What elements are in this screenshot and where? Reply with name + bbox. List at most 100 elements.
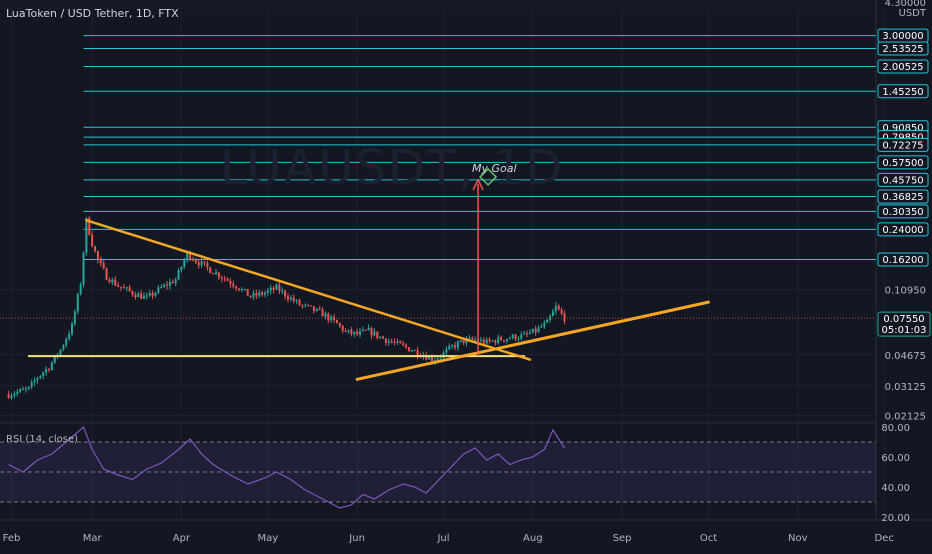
- candle-body: [163, 284, 166, 288]
- candle-body: [174, 279, 177, 284]
- candle-body: [105, 268, 108, 280]
- candle-body: [114, 279, 117, 286]
- level-tag-label: 0.72275: [882, 140, 923, 151]
- candle-body: [563, 313, 566, 322]
- candle-body: [284, 290, 287, 297]
- candle-body: [220, 277, 223, 279]
- chart-title: LuaToken / USD Tether, 1D, FTX: [6, 7, 179, 20]
- candle-body: [456, 341, 459, 348]
- candle-body: [396, 341, 399, 343]
- candle-body: [407, 347, 410, 352]
- candle-body: [119, 286, 122, 288]
- candle-body: [53, 355, 56, 363]
- candle-body: [384, 338, 387, 343]
- candle-body: [263, 292, 266, 295]
- candle-body: [33, 380, 36, 383]
- candle-body: [160, 287, 163, 289]
- current-price-label: 0.07550: [883, 314, 924, 325]
- candle-body: [189, 251, 192, 260]
- candle-body: [122, 287, 125, 289]
- rsi-tick-label: 20.00: [881, 513, 910, 524]
- candle-body: [88, 217, 91, 235]
- candle-body: [387, 341, 390, 343]
- candle-body: [261, 292, 264, 295]
- level-tag-box: [877, 172, 929, 187]
- candle-body: [350, 329, 353, 334]
- symbol-watermark: LUAUSDT, 1D: [220, 140, 565, 196]
- candle-body: [315, 308, 318, 311]
- level-tag-box: [877, 222, 929, 237]
- candle-body: [431, 356, 433, 362]
- candle-body: [272, 287, 275, 290]
- candle-body: [249, 295, 252, 298]
- candle-body: [197, 262, 200, 266]
- candle-body: [344, 331, 347, 333]
- candle-body: [508, 338, 511, 340]
- candle-body: [203, 261, 206, 264]
- candle-body: [500, 337, 503, 341]
- candle-body: [557, 305, 560, 310]
- level-tag-label: 0.24000: [882, 225, 923, 236]
- candle-body: [94, 246, 97, 252]
- time-axis-label: Aug: [523, 533, 543, 544]
- candle-body: [526, 333, 529, 335]
- candle-body: [168, 281, 171, 286]
- candle-body: [494, 340, 497, 344]
- candle-body: [528, 332, 531, 334]
- candle-body: [436, 358, 439, 361]
- candle-body: [390, 341, 393, 343]
- candle-body: [335, 319, 338, 324]
- candle-body: [45, 369, 48, 373]
- candle-body: [206, 263, 209, 268]
- candle-body: [229, 280, 232, 284]
- time-axis-label: Oct: [700, 533, 717, 544]
- candle-body: [439, 357, 442, 359]
- rsi-indicator-label[interactable]: RSI (14, close): [6, 434, 79, 445]
- candles-group: [7, 216, 566, 400]
- ascending-trendline: [355, 300, 710, 381]
- candle-body: [91, 234, 94, 247]
- candle-body: [252, 292, 255, 298]
- candle-body: [485, 339, 488, 344]
- candle-body: [425, 355, 428, 360]
- candle-body: [140, 293, 143, 299]
- candle-body: [200, 261, 203, 266]
- rsi-line: [8, 425, 565, 509]
- candle-body: [304, 304, 307, 306]
- candle-body: [413, 349, 416, 351]
- candle-body: [30, 382, 33, 387]
- candle-body: [154, 292, 157, 296]
- candle-body: [7, 394, 10, 398]
- level-tag-box: [877, 41, 929, 56]
- goal-annotation-label[interactable]: My Goal: [472, 162, 517, 175]
- candle-body: [503, 340, 505, 342]
- price-tick-label: 0.04675: [885, 351, 926, 362]
- candle-body: [531, 328, 534, 333]
- candle-body: [517, 338, 520, 340]
- time-axis-label: May: [257, 533, 278, 544]
- candle-body: [145, 295, 148, 297]
- price-tick-label: 0.02125: [885, 411, 926, 422]
- candle-body: [292, 297, 295, 302]
- candle-body: [287, 296, 289, 300]
- candle-body: [76, 294, 79, 312]
- candle-body: [399, 341, 402, 344]
- candle-body: [13, 393, 16, 396]
- level-tag-box: [877, 84, 929, 99]
- candle-body: [79, 284, 82, 295]
- rsi-tick-label: 80.00: [881, 423, 910, 434]
- candle-body: [240, 289, 243, 291]
- level-tag-label: 1.45250: [882, 87, 923, 98]
- candle-body: [215, 272, 217, 275]
- candle-body: [232, 283, 235, 287]
- candle-body: [42, 372, 45, 376]
- candle-body: [235, 286, 238, 289]
- candle-body: [19, 389, 22, 392]
- candle-body: [183, 259, 186, 267]
- current-price-tag: [877, 311, 931, 337]
- candle-body: [108, 279, 111, 283]
- candle-body: [479, 339, 482, 342]
- candle-body: [243, 288, 246, 290]
- candle-body: [223, 278, 226, 280]
